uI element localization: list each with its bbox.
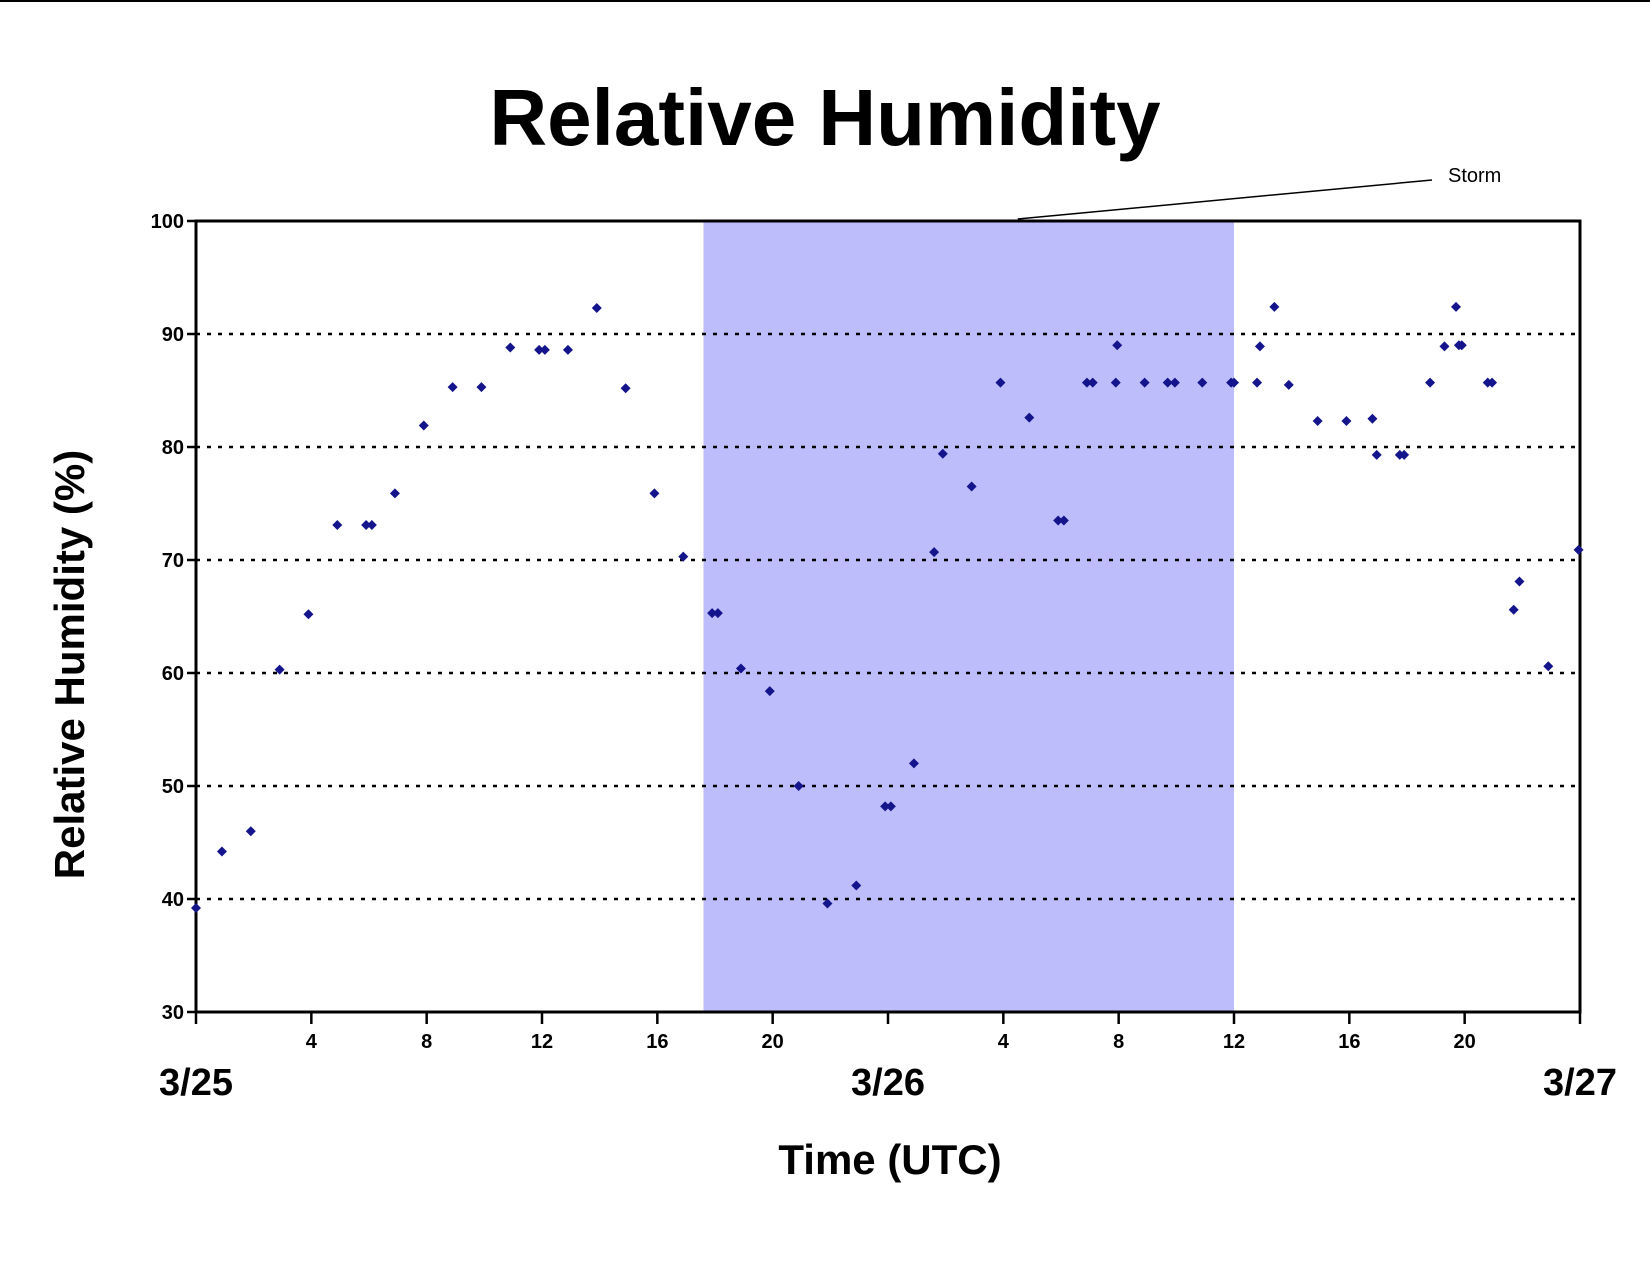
data-point: [332, 519, 343, 530]
y-tick-label: 100: [151, 211, 184, 233]
data-point: [1087, 377, 1098, 388]
data-point: [1439, 341, 1450, 352]
data-point: [1169, 377, 1180, 388]
top-border: [0, 0, 1650, 2]
data-point: [1451, 301, 1462, 312]
data-point: [1110, 377, 1121, 388]
x-tick-label: 16: [646, 1031, 668, 1053]
data-point: [735, 663, 746, 674]
day-label: 3/25: [159, 1062, 233, 1104]
data-point: [885, 801, 896, 812]
x-tick-label: 12: [531, 1031, 553, 1053]
data-point: [929, 547, 940, 558]
data-point: [1508, 604, 1519, 615]
data-point: [707, 608, 718, 619]
y-tick-label: 40: [162, 889, 184, 911]
storm-annotation-label: Storm: [1448, 165, 1501, 187]
data-point: [505, 342, 516, 353]
data-point: [447, 382, 458, 393]
data-point: [1197, 377, 1208, 388]
x-tick-label: 8: [421, 1031, 432, 1053]
data-point: [1058, 515, 1069, 526]
data-point: [1573, 544, 1584, 555]
storm-shaded-region: [703, 221, 1234, 1012]
data-point: [1254, 341, 1265, 352]
data-point: [1456, 340, 1467, 351]
data-point: [678, 551, 689, 562]
data-point: [712, 608, 723, 619]
y-tick-label: 60: [162, 663, 184, 685]
data-point: [1399, 449, 1410, 460]
data-point: [191, 903, 201, 914]
y-axis-title: Relative Humidity (%): [46, 450, 93, 879]
data-point: [591, 303, 602, 314]
day-label: 3/26: [851, 1062, 925, 1104]
data-point: [1514, 576, 1525, 587]
data-point: [1341, 416, 1352, 427]
y-tick-label: 80: [162, 437, 184, 459]
data-point: [303, 609, 314, 620]
data-point: [361, 519, 372, 530]
data-point: [1112, 340, 1123, 351]
data-point: [937, 448, 948, 459]
y-tick-label: 50: [162, 776, 184, 798]
data-point: [1312, 416, 1323, 427]
data-point: [1024, 412, 1035, 423]
data-point: [476, 382, 487, 393]
data-point: [1371, 449, 1382, 460]
chart-title: Relative Humidity: [489, 73, 1161, 162]
data-point: [1053, 515, 1064, 526]
data-point: [1367, 413, 1378, 424]
data-point: [1229, 377, 1239, 388]
data-point: [389, 488, 400, 499]
x-tick-label: 8: [1113, 1031, 1124, 1053]
data-point: [880, 801, 891, 812]
data-point: [1081, 377, 1092, 388]
data-point: [908, 758, 919, 769]
x-tick-label: 20: [762, 1031, 784, 1053]
data-point: [995, 377, 1006, 388]
x-axis-title: Time (UTC): [778, 1136, 1001, 1183]
data-point: [966, 481, 977, 492]
data-point: [620, 383, 631, 394]
data-point: [822, 898, 833, 909]
data-point: [366, 519, 377, 530]
y-tick-label: 30: [162, 1002, 184, 1024]
data-point: [1543, 661, 1554, 672]
x-tick-label: 16: [1338, 1031, 1360, 1053]
data-point: [216, 846, 227, 857]
data-point: [274, 664, 285, 675]
data-point: [1162, 377, 1173, 388]
data-point: [1487, 377, 1498, 388]
data-point: [649, 488, 660, 499]
x-tick-label: 4: [998, 1031, 1010, 1053]
data-point: [1425, 377, 1436, 388]
data-point: [245, 826, 256, 837]
storm-callout-line: [1017, 179, 1433, 220]
data-point: [1269, 301, 1280, 312]
x-tick-label: 4: [306, 1031, 318, 1053]
x-tick-label: 20: [1454, 1031, 1476, 1053]
day-label: 3/27: [1543, 1062, 1617, 1104]
data-point: [1139, 377, 1150, 388]
data-point: [1252, 377, 1263, 388]
data-point: [851, 880, 862, 891]
data-point: [764, 686, 775, 697]
y-tick-label: 70: [162, 550, 184, 572]
data-point: [539, 344, 550, 355]
data-point: [1283, 379, 1294, 390]
data-point: [562, 344, 573, 355]
x-tick-label: 12: [1223, 1031, 1245, 1053]
data-point: [534, 344, 545, 355]
data-point: [418, 420, 429, 431]
data-point: [793, 781, 804, 791]
y-tick-label: 90: [162, 324, 184, 346]
